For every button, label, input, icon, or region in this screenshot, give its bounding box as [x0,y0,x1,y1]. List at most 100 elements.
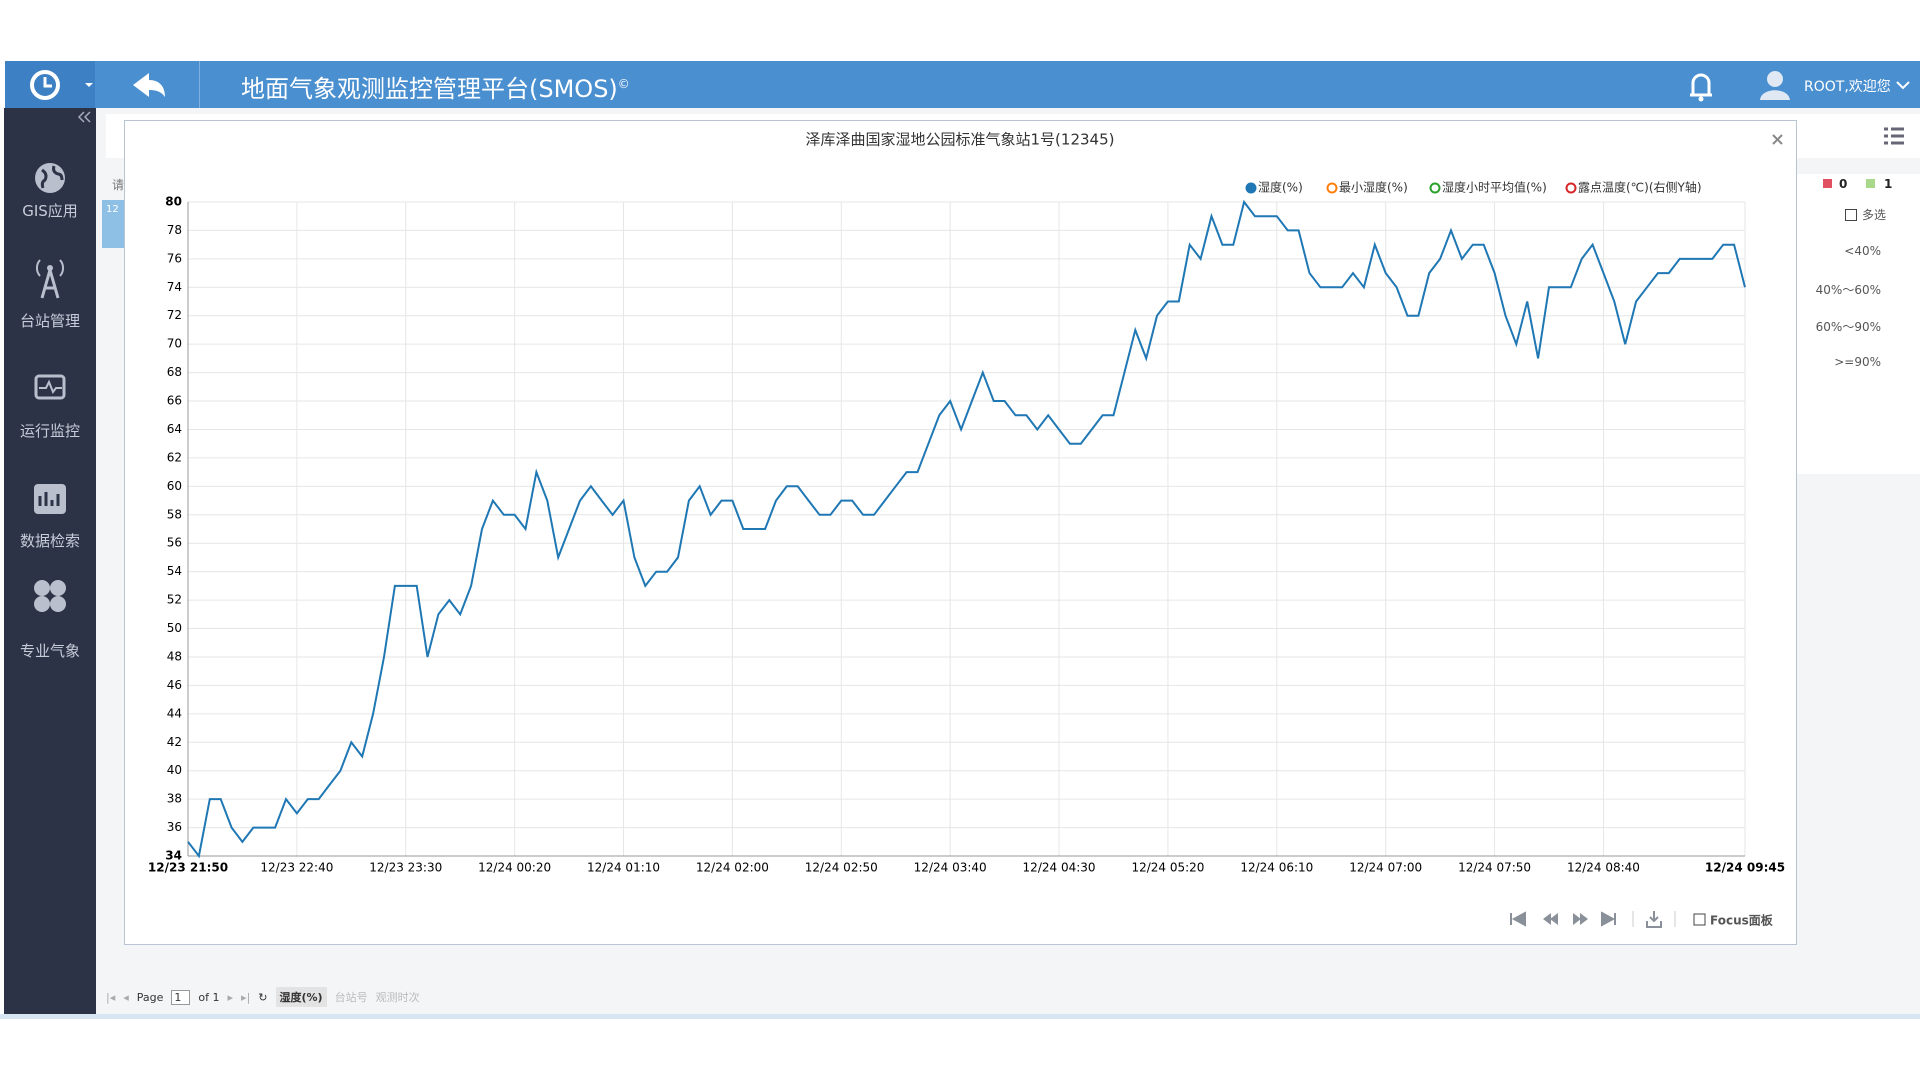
back-button[interactable] [97,61,200,108]
y-tick-label: 40 [167,763,182,777]
x-tick-label: 12/24 05:20 [1131,861,1204,875]
y-tick-label: 48 [167,649,182,663]
download-button[interactable] [1646,911,1662,928]
filter-hint: 请 [112,178,125,192]
first-button[interactable] [1510,911,1526,927]
y-tick-label: 78 [167,223,182,237]
count-red: 0 [1839,177,1848,191]
legend-marker [1326,182,1338,194]
y-tick-label: 34 [165,849,182,863]
y-tick-label: 60 [167,479,182,493]
y-tick-label: 62 [167,450,182,464]
y-tick-label: 42 [167,735,182,749]
range-label: <40% [1844,244,1881,258]
y-tick-label: 52 [167,593,182,607]
red-swatch [1823,179,1832,188]
legend-marker [1429,182,1441,194]
x-tick-label: 12/24 06:10 [1240,861,1313,875]
page-of: of 1 [198,990,220,1004]
prev-page[interactable]: ◂ [123,990,129,1004]
refresh[interactable]: ↻ [258,990,268,1004]
y-tick-label: 56 [167,536,182,550]
y-tick-label: 58 [167,507,182,521]
x-tick-label: 12/23 22:40 [260,861,333,875]
chart: 泽库泽曲国家湿地公园标准气象站1号(12345) Focus面板 34 36 38 4… [148,131,1785,928]
nav-monitor[interactable]: 运行监控 [19,422,80,440]
legend-marker [1245,182,1257,194]
range-label: 60%～90% [1815,320,1881,334]
close-button[interactable] [1772,134,1783,145]
nav-station[interactable]: 台站管理 [19,312,80,330]
y-tick-label: 74 [167,280,182,294]
first-page[interactable]: |◂ [106,990,116,1004]
next-page[interactable]: ▸ [227,990,234,1004]
collapse-icon[interactable] [76,110,94,124]
legend-marker [1565,182,1577,194]
y-tick-label: 36 [167,820,182,834]
x-tick-label: 12/24 08:40 [1567,861,1640,875]
legend-panel [1796,174,1920,474]
sort-field[interactable]: 湿度(%) [275,987,327,1007]
x-tick-label: 12/24 07:50 [1458,861,1531,875]
sidebar: GIS应用 台站管理 运行监控 数据检索 专业气象 [4,108,96,1014]
x-tick-label: 12/24 01:10 [587,861,660,875]
last-button[interactable] [1601,911,1616,927]
last-page[interactable]: ▸| [241,990,251,1004]
focus-checkbox[interactable] [1693,913,1706,926]
legend-label: 露点温度(℃)(右侧Y轴) [1578,180,1702,195]
x-tick-label: 12/23 21:50 [148,861,228,875]
x-tick-label: 12/24 07:00 [1349,861,1422,875]
chart-dialog: 泽库泽曲国家湿地公园标准气象站1号(12345) Focus面板 34 36 38 4… [124,120,1797,945]
nav-weather[interactable]: 专业气象 [19,642,80,660]
list-icon[interactable] [1882,126,1906,146]
pager: |◂ ◂ Page 1 of 1 ▸ ▸| ↻ 湿度(%) 台站号 观测时次 [106,986,420,1008]
legend-label: 湿度小时平均值(%) [1442,180,1547,195]
history-button[interactable] [5,61,95,108]
x-tick-label: 12/24 00:20 [478,861,551,875]
x-tick-label: 12/24 03:40 [914,861,987,875]
green-swatch [1866,179,1875,188]
y-tick-label: 64 [167,422,182,436]
range-label: >=90% [1834,355,1881,369]
alarm-icon[interactable] [1681,67,1721,103]
multi-select[interactable]: 多选 [1862,208,1887,222]
nav-gis[interactable]: GIS应用 [22,202,78,220]
y-tick-label: 76 [167,251,182,265]
user-name[interactable]: ROOT,欢迎您 [1804,79,1891,95]
y-tick-label: 68 [167,365,182,379]
back-icon [133,73,165,97]
forward-button[interactable] [1573,913,1588,925]
x-tick-label: 12/24 09:45 [1705,861,1785,875]
chart-toolbar [1510,911,1706,928]
footer-line [0,1014,1920,1019]
app-title: 地面气象观测监控管理平台(SMOS)© [241,69,630,104]
multi-checkbox[interactable] [1845,209,1857,221]
title-mark: © [617,77,630,91]
chart-title: 泽库泽曲国家湿地公园标准气象站1号(12345) [806,131,1115,149]
history-icon [30,70,93,100]
rewind-button[interactable] [1543,913,1558,925]
user-icon[interactable] [1757,67,1793,103]
user-menu-arrow[interactable] [1895,79,1911,91]
data-line [187,199,1746,859]
count-green: 1 [1884,177,1893,191]
range-label: 40%～60% [1815,283,1881,297]
x-tick-label: 12/24 02:50 [805,861,878,875]
y-tick-label: 54 [167,564,182,578]
y-tick-label: 50 [167,621,182,635]
page-input[interactable]: 1 [171,989,191,1005]
page-label: Page [136,990,164,1004]
sort-field[interactable]: 观测时次 [375,991,420,1004]
y-tick-label: 66 [167,394,182,408]
focus-label[interactable]: Focus面板 [1710,913,1774,928]
x-tick-label: 12/23 23:30 [369,861,442,875]
legend-label: 湿度(%) [1258,180,1303,195]
sidebar-icons [34,163,66,612]
nav-search[interactable]: 数据检索 [19,532,80,550]
header-bar: 地面气象观测监控管理平台(SMOS)© ROOT,欢迎您 [5,61,1920,108]
sort-field[interactable]: 台站号 [334,991,368,1004]
y-tick-label: 38 [167,792,182,806]
x-tick-label: 12/24 04:30 [1023,861,1096,875]
x-tick-label: 12/24 02:00 [696,861,769,875]
